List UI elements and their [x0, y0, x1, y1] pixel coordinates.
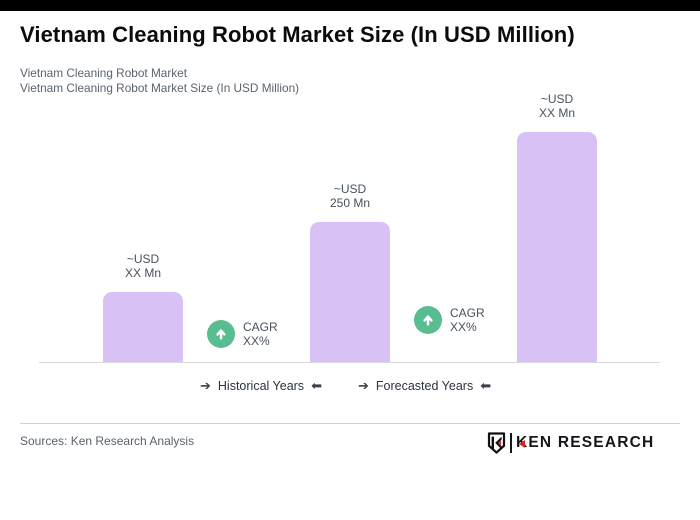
- x-axis-line: [39, 362, 660, 363]
- bar-1: [103, 292, 183, 362]
- chart-area: ~USD XX Mn ~USD 250 Mn ~USD XX Mn: [0, 92, 700, 363]
- bar-group-forecast: ~USD XX Mn: [517, 92, 597, 362]
- bar-value-label-3: ~USD XX Mn: [539, 92, 575, 120]
- bar-value-label-1: ~USD XX Mn: [125, 252, 161, 280]
- cagr-value: XX%: [450, 320, 477, 334]
- chart-subtitle: Vietnam Cleaning Robot Market Vietnam Cl…: [20, 66, 299, 95]
- bar-value-line2: 250 Mn: [329, 196, 371, 210]
- ken-research-logo: KEN RESEARCH: [487, 432, 654, 454]
- logo-separator: [510, 433, 512, 453]
- subtitle-line-2: Vietnam Cleaning Robot Market Size (In U…: [20, 80, 300, 95]
- top-black-bar: [0, 0, 700, 11]
- cagr-badge-1: CAGR XX%: [207, 320, 278, 348]
- bar-value-line2: XX Mn: [124, 266, 161, 280]
- arrow-right-icon: ➔: [358, 378, 369, 393]
- axis-label-forecasted: ➔ Forecasted Years ⬅: [358, 378, 491, 394]
- bar-value-line2: XX Mn: [538, 106, 575, 120]
- bar-3: [517, 132, 597, 362]
- cagr-label: CAGR: [450, 306, 485, 320]
- logo-red-accent: [519, 440, 525, 448]
- growth-up-arrow-icon: [414, 306, 442, 334]
- bar-value-line1: ~USD: [333, 182, 367, 196]
- bar-value-line1: ~USD: [540, 92, 574, 106]
- axis-label-historical: ➔ Historical Years ⬅: [200, 378, 322, 394]
- logo-wordmark: KEN RESEARCH: [516, 434, 655, 451]
- axis-label-text: Historical Years: [217, 379, 305, 393]
- bar-value-line1: ~USD: [126, 252, 160, 266]
- bar-value-label-2: ~USD 250 Mn: [330, 182, 370, 210]
- bar-2: [310, 222, 390, 362]
- cagr-badge-2: CAGR XX%: [414, 306, 485, 334]
- footer-divider: [20, 423, 680, 424]
- bar-group-current: ~USD 250 Mn: [310, 182, 390, 362]
- sources-text: Sources: Ken Research Analysis: [20, 434, 195, 448]
- axis-label-text: Forecasted Years: [375, 379, 474, 393]
- bar-group-historical: ~USD XX Mn: [103, 252, 183, 362]
- arrow-left-icon: ⬅: [311, 378, 322, 393]
- cagr-text-1: CAGR XX%: [243, 320, 278, 348]
- arrow-left-icon: ⬅: [480, 378, 492, 393]
- arrow-right-icon: ➔: [200, 378, 211, 393]
- subtitle-line-1: Vietnam Cleaning Robot Market: [20, 66, 187, 80]
- growth-up-arrow-icon: [207, 320, 235, 348]
- cagr-value: XX%: [243, 334, 270, 348]
- cagr-label: CAGR: [243, 320, 278, 334]
- page-title: Vietnam Cleaning Robot Market Size (In U…: [20, 22, 575, 47]
- ken-research-shield-icon: [487, 432, 506, 454]
- cagr-text-2: CAGR XX%: [450, 306, 485, 334]
